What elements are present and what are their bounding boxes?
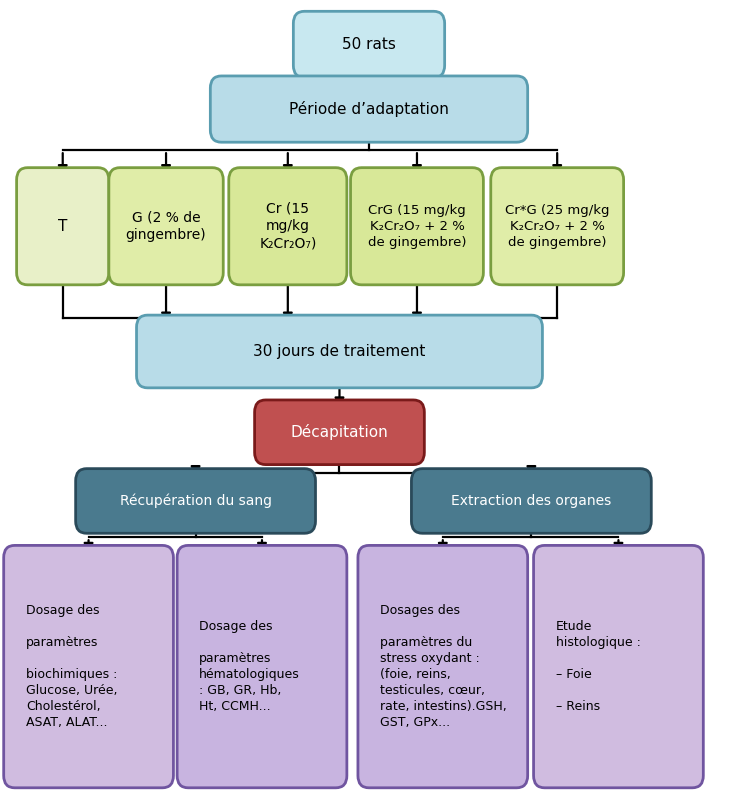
Text: Période d’adaptation: Période d’adaptation (289, 101, 449, 117)
FancyBboxPatch shape (17, 167, 109, 285)
FancyBboxPatch shape (293, 11, 444, 78)
Text: T: T (58, 219, 67, 234)
FancyBboxPatch shape (491, 167, 624, 285)
FancyBboxPatch shape (534, 545, 703, 788)
Text: Dosage des

paramètres
hématologiques
: GB, GR, Hb,
Ht, CCMH...: Dosage des paramètres hématologiques : G… (199, 620, 300, 713)
FancyBboxPatch shape (137, 315, 542, 388)
FancyBboxPatch shape (229, 167, 347, 285)
FancyBboxPatch shape (358, 545, 528, 788)
Text: CrG (15 mg/kg
K₂Cr₂O₇ + 2 %
de gingembre): CrG (15 mg/kg K₂Cr₂O₇ + 2 % de gingembre… (368, 204, 466, 249)
Text: Cr (15
mg/kg
K₂Cr₂O₇): Cr (15 mg/kg K₂Cr₂O₇) (259, 202, 317, 250)
Text: Récupération du sang: Récupération du sang (120, 494, 272, 508)
Text: Dosages des

paramètres du
stress oxydant :
(foie, reins,
testicules, cœur,
rate: Dosages des paramètres du stress oxydant… (380, 604, 507, 729)
FancyBboxPatch shape (4, 545, 173, 788)
Text: Dosage des

paramètres

biochimiques :
Glucose, Urée,
Cholestérol,
ASAT, ALAT...: Dosage des paramètres biochimiques : Glu… (26, 604, 117, 729)
Text: Extraction des organes: Extraction des organes (451, 494, 612, 508)
FancyBboxPatch shape (255, 400, 424, 465)
FancyBboxPatch shape (177, 545, 347, 788)
Text: Décapitation: Décapitation (291, 424, 388, 440)
Text: 50 rats: 50 rats (342, 37, 396, 52)
FancyBboxPatch shape (109, 167, 223, 285)
FancyBboxPatch shape (412, 469, 651, 533)
FancyBboxPatch shape (76, 469, 316, 533)
Text: Etude
histologique :

– Foie

– Reins: Etude histologique : – Foie – Reins (556, 620, 641, 713)
Text: Cr*G (25 mg/kg
K₂Cr₂O₇ + 2 %
de gingembre): Cr*G (25 mg/kg K₂Cr₂O₇ + 2 % de gingembr… (505, 204, 610, 249)
Text: 30 jours de traitement: 30 jours de traitement (253, 344, 426, 359)
FancyBboxPatch shape (210, 76, 528, 142)
FancyBboxPatch shape (351, 167, 483, 285)
Text: G (2 % de
gingembre): G (2 % de gingembre) (125, 211, 207, 242)
